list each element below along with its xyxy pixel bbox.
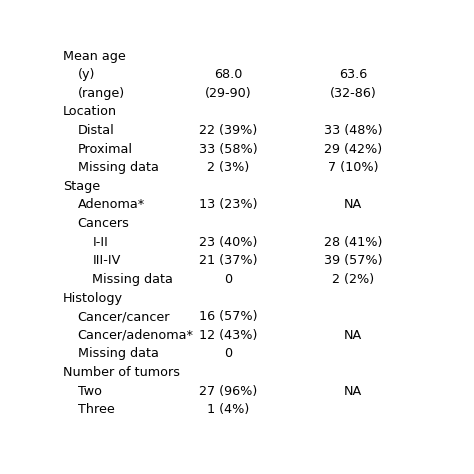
Text: 23 (40%): 23 (40%)	[199, 236, 257, 249]
Text: Location: Location	[63, 105, 117, 118]
Text: 28 (41%): 28 (41%)	[324, 236, 383, 249]
Text: 0: 0	[224, 273, 232, 286]
Text: (29-90): (29-90)	[205, 87, 252, 100]
Text: Three: Three	[78, 403, 114, 416]
Text: 7 (10%): 7 (10%)	[328, 161, 378, 174]
Text: 0: 0	[224, 347, 232, 360]
Text: Missing data: Missing data	[92, 273, 173, 286]
Text: Mean age: Mean age	[63, 50, 126, 63]
Text: (y): (y)	[78, 68, 95, 81]
Text: 39 (57%): 39 (57%)	[324, 255, 383, 267]
Text: 2 (2%): 2 (2%)	[332, 273, 374, 286]
Text: I-II: I-II	[92, 236, 108, 249]
Text: 1 (4%): 1 (4%)	[207, 403, 249, 416]
Text: 13 (23%): 13 (23%)	[199, 199, 257, 211]
Text: Distal: Distal	[78, 124, 114, 137]
Text: 29 (42%): 29 (42%)	[324, 143, 382, 155]
Text: Histology: Histology	[63, 292, 123, 305]
Text: 2 (3%): 2 (3%)	[207, 161, 249, 174]
Text: Number of tumors: Number of tumors	[63, 366, 180, 379]
Text: 63.6: 63.6	[339, 68, 367, 81]
Text: 21 (37%): 21 (37%)	[199, 255, 257, 267]
Text: 68.0: 68.0	[214, 68, 242, 81]
Text: III-IV: III-IV	[92, 255, 121, 267]
Text: Two: Two	[78, 384, 101, 398]
Text: NA: NA	[344, 384, 362, 398]
Text: Cancer/cancer: Cancer/cancer	[78, 310, 170, 323]
Text: Adenoma*: Adenoma*	[78, 199, 145, 211]
Text: Missing data: Missing data	[78, 161, 158, 174]
Text: (32-86): (32-86)	[330, 87, 376, 100]
Text: Stage: Stage	[63, 180, 100, 193]
Text: 27 (96%): 27 (96%)	[199, 384, 257, 398]
Text: 22 (39%): 22 (39%)	[199, 124, 257, 137]
Text: 33 (48%): 33 (48%)	[324, 124, 383, 137]
Text: Cancer/adenoma*: Cancer/adenoma*	[78, 329, 193, 342]
Text: (range): (range)	[78, 87, 125, 100]
Text: Missing data: Missing data	[78, 347, 158, 360]
Text: Cancers: Cancers	[78, 217, 129, 230]
Text: 33 (58%): 33 (58%)	[199, 143, 257, 155]
Text: NA: NA	[344, 199, 362, 211]
Text: 12 (43%): 12 (43%)	[199, 329, 257, 342]
Text: 16 (57%): 16 (57%)	[199, 310, 257, 323]
Text: NA: NA	[344, 329, 362, 342]
Text: Proximal: Proximal	[78, 143, 133, 155]
